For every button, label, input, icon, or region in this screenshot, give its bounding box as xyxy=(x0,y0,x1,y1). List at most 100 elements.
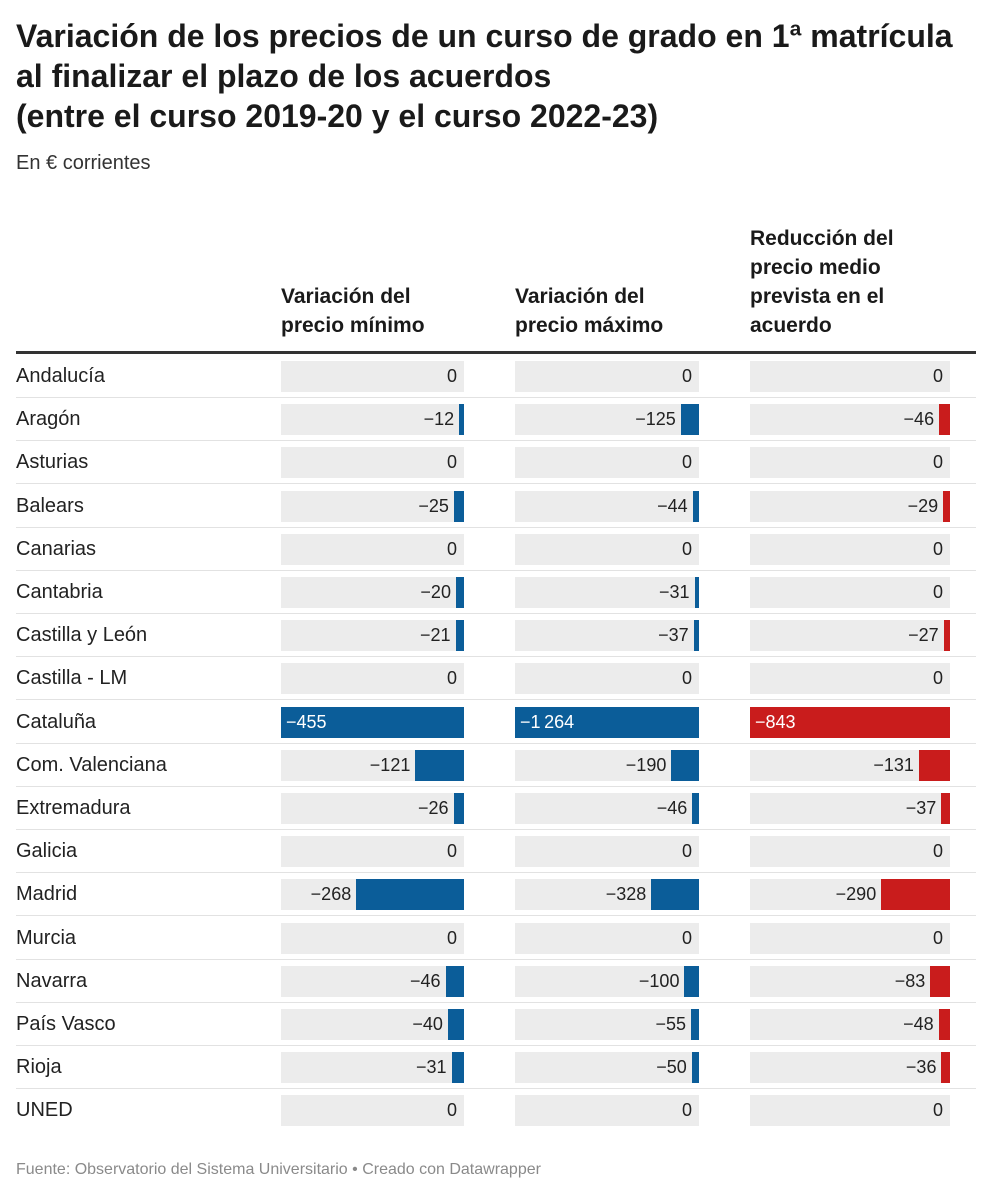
value-label-min: −26 xyxy=(418,798,449,818)
value-label-red: −37 xyxy=(905,798,937,818)
value-label-red: −131 xyxy=(873,754,914,775)
table-row: UNED 0 0 0 xyxy=(16,1089,976,1132)
value-label-min: 0 xyxy=(446,366,457,386)
bar-track-max: −44 xyxy=(515,490,699,522)
region-label: País Vasco xyxy=(16,1013,116,1035)
bar-track-red: 0 xyxy=(750,533,950,565)
bar-track-max: −46 xyxy=(515,793,699,824)
bar-track-max: 0 xyxy=(515,447,699,479)
title-line: Variación de los precios de un curso de … xyxy=(16,18,953,54)
bar-red xyxy=(943,490,950,522)
column-header-reduction: Reducción del precio medio prevista en e… xyxy=(750,224,950,340)
region-label: Asturias xyxy=(16,451,89,474)
value-label-max: −46 xyxy=(656,798,688,818)
value-label-max: −55 xyxy=(655,1014,686,1034)
bar-min xyxy=(459,404,464,436)
bar-track-min: 0 xyxy=(281,533,464,565)
bar-track-max: −190 xyxy=(515,749,699,781)
bar-max xyxy=(691,1052,699,1084)
region-label: UNED xyxy=(16,1099,73,1122)
table-row: Navarra −46 −100 −83 xyxy=(16,960,976,1003)
value-label-min: 0 xyxy=(446,538,457,559)
region-label: Cataluña xyxy=(16,710,97,733)
region-label: Madrid xyxy=(16,883,78,906)
bar-max xyxy=(692,793,699,824)
bar-track-max: −37 xyxy=(515,620,699,652)
value-label-min: 0 xyxy=(446,668,457,689)
region-label: Canarias xyxy=(16,537,97,560)
bar-max xyxy=(515,706,699,738)
bar-track-max: −328 xyxy=(515,879,699,911)
bar-track-max: −125 xyxy=(515,404,699,436)
bar-track-red: −48 xyxy=(750,1009,950,1040)
title-line: (entre el curso 2019-20 y el curso 2022-… xyxy=(16,98,659,134)
table-row: Rioja −31 −50 −36 xyxy=(16,1046,976,1090)
value-label-min: 0 xyxy=(446,1100,457,1121)
region-label: Castilla y León xyxy=(16,624,148,647)
region-label: Com. Valenciana xyxy=(16,753,167,776)
value-label-max: −100 xyxy=(638,970,680,991)
column-header-max: Variación del precio máximo xyxy=(515,282,715,340)
value-label-min: −455 xyxy=(286,711,327,732)
bar-track-max: 0 xyxy=(515,922,699,954)
value-label-max: −50 xyxy=(656,1057,687,1078)
value-label-min: −121 xyxy=(369,754,411,775)
value-label-min: −12 xyxy=(423,409,455,430)
bar-max xyxy=(692,490,699,522)
table-row: Cataluña −455 −1 264 −843 xyxy=(16,701,976,744)
bar-min xyxy=(445,965,464,997)
table-row: Andalucía 0 0 0 xyxy=(16,355,976,398)
region-label: Andalucía xyxy=(16,365,105,387)
bar-min xyxy=(356,879,464,911)
value-label-min: 0 xyxy=(446,841,457,862)
bar-track-red: 0 xyxy=(750,361,950,392)
chart-title: Variación de los precios de un curso de … xyxy=(16,16,976,136)
bar-max xyxy=(693,620,699,652)
bar-max xyxy=(651,879,699,911)
bar-track-red: 0 xyxy=(750,1095,950,1127)
bar-red xyxy=(939,404,950,436)
region-label: Aragón xyxy=(16,408,81,431)
bar-track-min: 0 xyxy=(281,447,464,479)
value-label-max: −1 264 xyxy=(520,711,575,732)
header-rule xyxy=(16,351,976,354)
bar-max xyxy=(680,404,699,436)
bar-track-min: −121 xyxy=(281,749,464,781)
value-label-max: 0 xyxy=(681,927,692,948)
table-row: Asturias 0 0 0 xyxy=(16,441,976,485)
value-label-red: −83 xyxy=(894,970,926,991)
region-label: Extremadura xyxy=(16,797,131,819)
value-label-max: −328 xyxy=(605,884,647,905)
value-label-red: −29 xyxy=(907,495,939,516)
column-header-line: precio máximo xyxy=(515,314,664,337)
bar-track-red: −290 xyxy=(750,879,950,911)
table-row: Castilla y León −21 −37 −27 xyxy=(16,614,976,658)
value-label-red: −46 xyxy=(903,409,935,430)
bar-min xyxy=(451,1052,464,1084)
bar-track-max: 0 xyxy=(515,663,699,695)
table-row: Extremadura −26 −46 −37 xyxy=(16,787,976,830)
bar-min xyxy=(453,793,464,824)
value-label-red: −27 xyxy=(908,625,939,646)
bar-min xyxy=(281,706,464,738)
bar-min xyxy=(447,1009,464,1040)
bar-red xyxy=(941,1052,950,1084)
bar-red xyxy=(938,1009,950,1040)
value-label-red: 0 xyxy=(932,927,943,948)
table-row: Canarias 0 0 0 xyxy=(16,528,976,571)
bar-track-min: 0 xyxy=(281,361,464,392)
value-label-min: −31 xyxy=(416,1057,447,1078)
bar-track-max: 0 xyxy=(515,836,699,868)
value-label-max: −37 xyxy=(658,625,689,646)
bar-track-min: 0 xyxy=(281,1095,464,1127)
bar-track-min: −21 xyxy=(281,620,464,652)
column-header-line: Reducción del xyxy=(750,227,894,250)
column-header-line: precio mínimo xyxy=(281,314,425,337)
bar-track-max: 0 xyxy=(515,533,699,565)
bar-min xyxy=(455,620,464,652)
value-label-min: −21 xyxy=(420,625,451,646)
value-label-red: 0 xyxy=(932,366,943,386)
bar-red xyxy=(750,706,950,738)
bar-track-max: 0 xyxy=(515,1095,699,1127)
value-label-max: 0 xyxy=(681,668,692,689)
